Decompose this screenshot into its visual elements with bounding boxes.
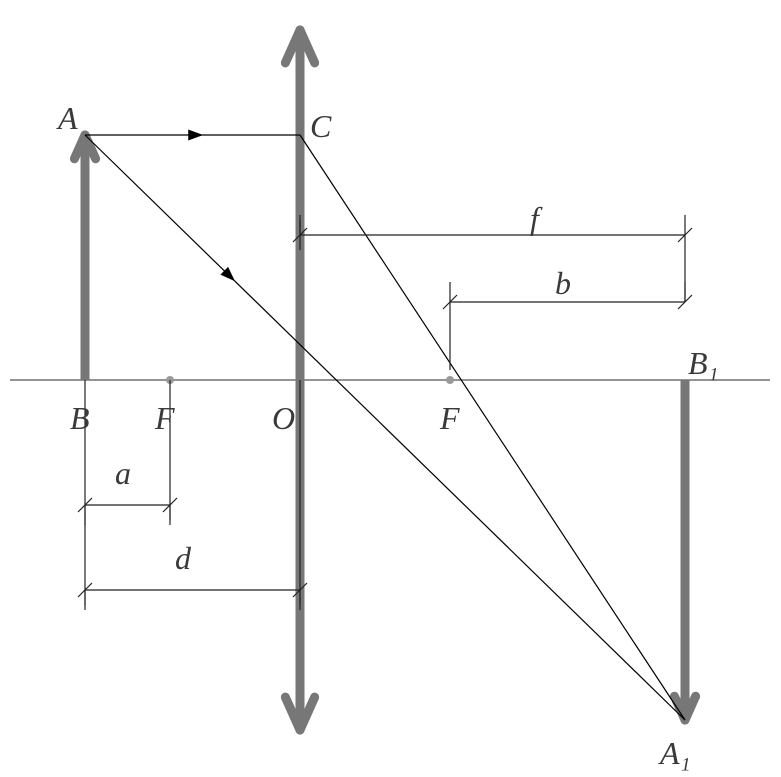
label-B: B [70,400,90,437]
label-B1: B₁ [688,345,719,382]
label-C: C [310,108,331,145]
diagram-svg [0,0,781,777]
label-d: d [175,540,191,577]
label-A1: A₁ [660,735,691,772]
label-f: f [530,200,539,237]
label-a: a [115,455,131,492]
label-A: A [58,100,78,137]
label-F-left: F [155,400,175,437]
label-O: O [272,400,295,437]
label-F-right: F [440,400,460,437]
label-b: b [555,265,571,302]
optics-diagram: A C B F O F B₁ A₁ f b a d [0,0,781,777]
